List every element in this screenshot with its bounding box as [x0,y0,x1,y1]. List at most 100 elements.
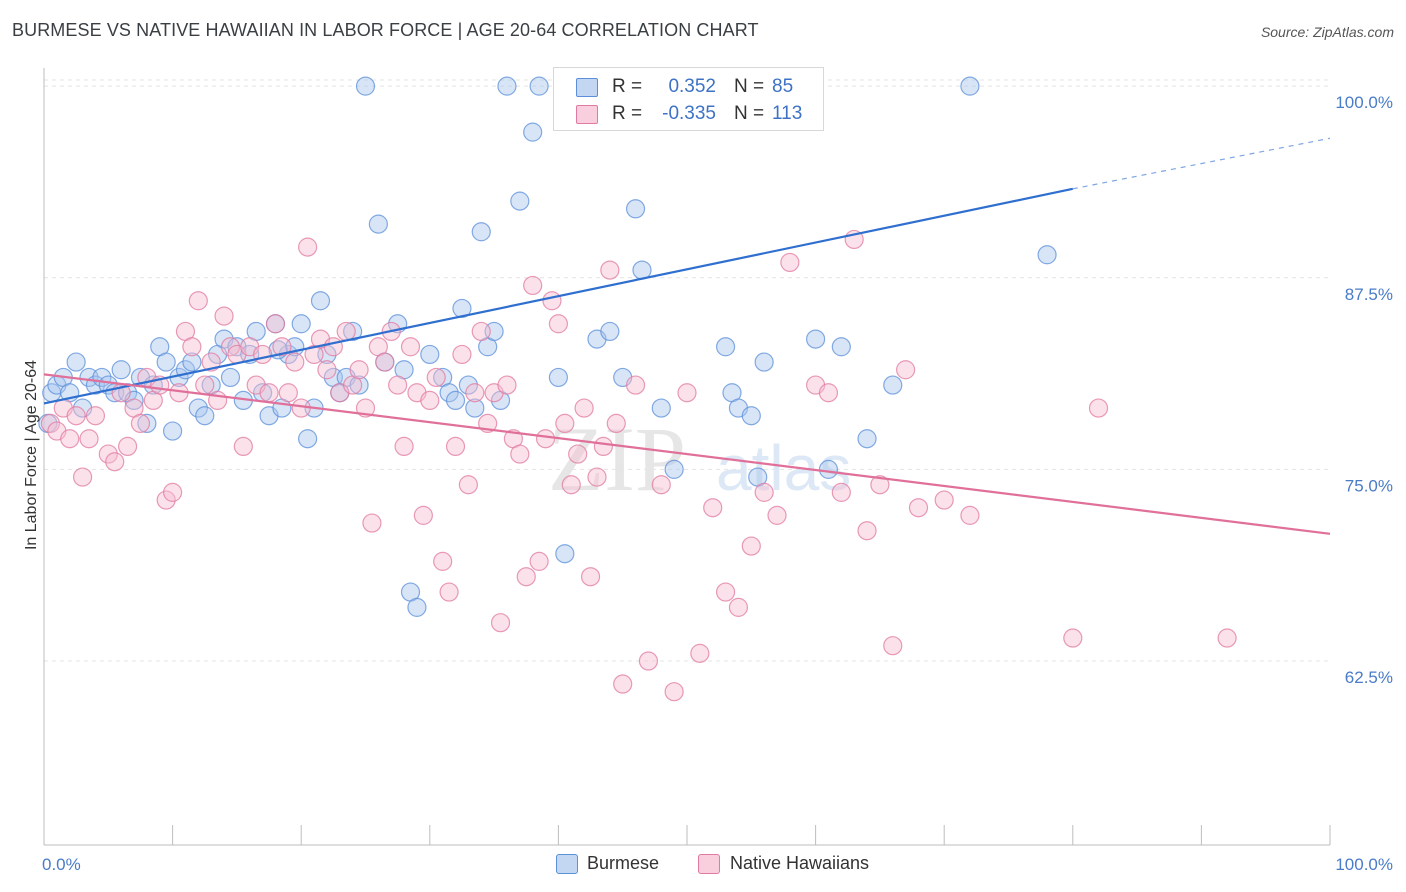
x-tick-label: 0.0% [42,855,81,874]
data-point [195,375,215,395]
data-point [600,260,620,280]
data-point [960,505,980,525]
data-point [960,76,980,96]
legend-n-value: 85 [772,76,794,97]
trend-lines [43,137,1331,535]
data-point [600,321,620,342]
y-tick-label: 62.5% [1345,668,1393,687]
data-point [317,360,337,380]
data-point [182,352,202,372]
data-point [388,375,408,395]
data-point [265,314,286,334]
data-point [214,306,234,326]
data-point [471,222,491,242]
data-point [883,375,903,395]
data-point [298,429,318,449]
data-point [580,567,601,587]
data-point [117,436,138,457]
data-point [452,298,472,319]
y-tick-label: 87.5% [1345,285,1393,304]
data-point [420,390,440,411]
data-point [523,122,543,142]
tick-labels: 100.0% 87.5% 75.0% 62.5% 0.0% 100.0% [42,93,1393,874]
data-point [105,452,125,472]
data-point [420,344,440,365]
data-point [445,390,466,411]
data-point [156,490,176,510]
data-point [1088,398,1109,418]
data-point [394,436,414,457]
data-point [278,383,298,403]
legend-n-label: N = [734,76,765,97]
data-point [285,352,305,372]
data-point [857,429,877,449]
data-point [188,291,208,311]
data-point [349,375,369,395]
data-point [355,76,376,96]
data-point [857,521,877,541]
data-point [323,337,343,357]
data-point [606,413,626,434]
data-point [336,321,356,342]
legend-r-value: 0.352 [668,76,716,97]
legend-swatch-native-hawaiians [698,854,720,874]
data-point [568,444,588,464]
legend-row-native-hawaiians: R = -0.335 N = 113 [554,101,823,127]
data-point [896,360,916,380]
data-point [259,383,279,403]
data-point [780,252,800,273]
data-point [510,191,530,211]
data-point [220,337,241,357]
legend-swatch-native-hawaiians [576,105,598,124]
data-point [79,429,99,449]
data-point [156,352,176,372]
data-point [1063,628,1083,648]
data-point [458,375,478,395]
data-point [638,651,659,671]
data-point [587,467,607,487]
watermark: ZIP atlas [548,408,851,510]
data-point [471,321,491,342]
data-point [362,513,382,533]
source-label: Source: ZipAtlas.com [1260,24,1394,40]
data-point [510,444,530,464]
data-point [741,536,761,556]
correlation-legend: R = 0.352 N = 85 R = -0.335 N = 113 [553,67,824,131]
data-point [349,360,369,380]
data-point [555,413,575,434]
data-point [182,337,202,357]
data-point [703,498,723,518]
legend-label-burmese: Burmese [587,853,660,873]
trend-line-native-hawaiians [43,373,1331,535]
data-point [310,291,331,311]
data-point [137,413,157,434]
axes [43,68,1331,846]
data-point [934,490,954,510]
legend-r-label: R = [612,76,643,97]
data-point [111,360,131,380]
data-point [439,383,459,403]
data-point [625,199,646,219]
data-point [529,551,549,571]
data-point [163,421,183,441]
data-point [870,475,890,495]
data-point [908,498,929,518]
data-points [38,76,1237,702]
data-point [754,482,774,502]
x-tick-label: 100.0% [1335,855,1393,874]
data-point [452,344,472,365]
data-point [497,76,517,96]
data-point [439,582,459,602]
series-legend: Burmese Native Hawaiians [0,851,1406,877]
data-point [715,582,736,602]
data-point [400,337,421,357]
data-point [66,406,86,426]
data-point [465,398,485,418]
data-point [593,436,614,457]
data-point [1037,245,1057,265]
data-point [883,636,903,656]
data-point [548,367,569,388]
data-point [188,398,208,418]
legend-r-label: R = [612,103,643,124]
